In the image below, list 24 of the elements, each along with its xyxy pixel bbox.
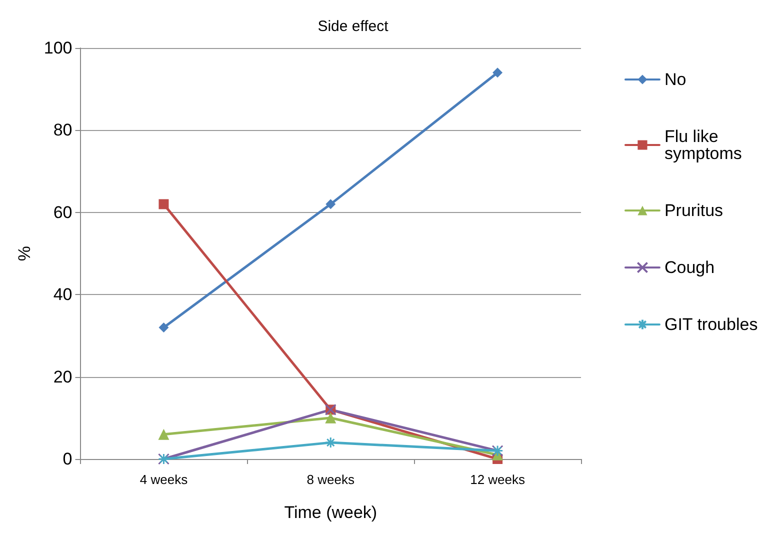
y-tick-label: 60 [53,202,72,222]
point [324,436,336,448]
x-tick-label: 4 weeks [140,472,188,487]
point [158,428,170,440]
point [158,322,169,332]
y-tick-label: 100 [44,38,72,58]
y-tick-label: 0 [62,450,72,468]
y-axis-title: % [15,246,34,262]
legend-label: GIT troubles [664,315,758,334]
chart-title: Side effect [318,18,390,35]
x-tick-label: 8 weeks [306,472,355,487]
point [325,412,336,424]
y-tick-label: 40 [53,285,72,304]
legend-label: Flu like symptoms [664,127,742,163]
point [492,68,503,78]
x-axis-title: Time (week) [284,503,378,522]
x-tick-label: 12 weeks [470,472,526,487]
y-tick-label: 80 [53,120,72,140]
y-tick-label: 20 [53,367,72,386]
legend-label: Cough [664,258,715,277]
point [158,199,169,210]
legend-label: Pruritus [664,201,724,220]
point [326,199,336,210]
legend-label: No [664,70,686,89]
